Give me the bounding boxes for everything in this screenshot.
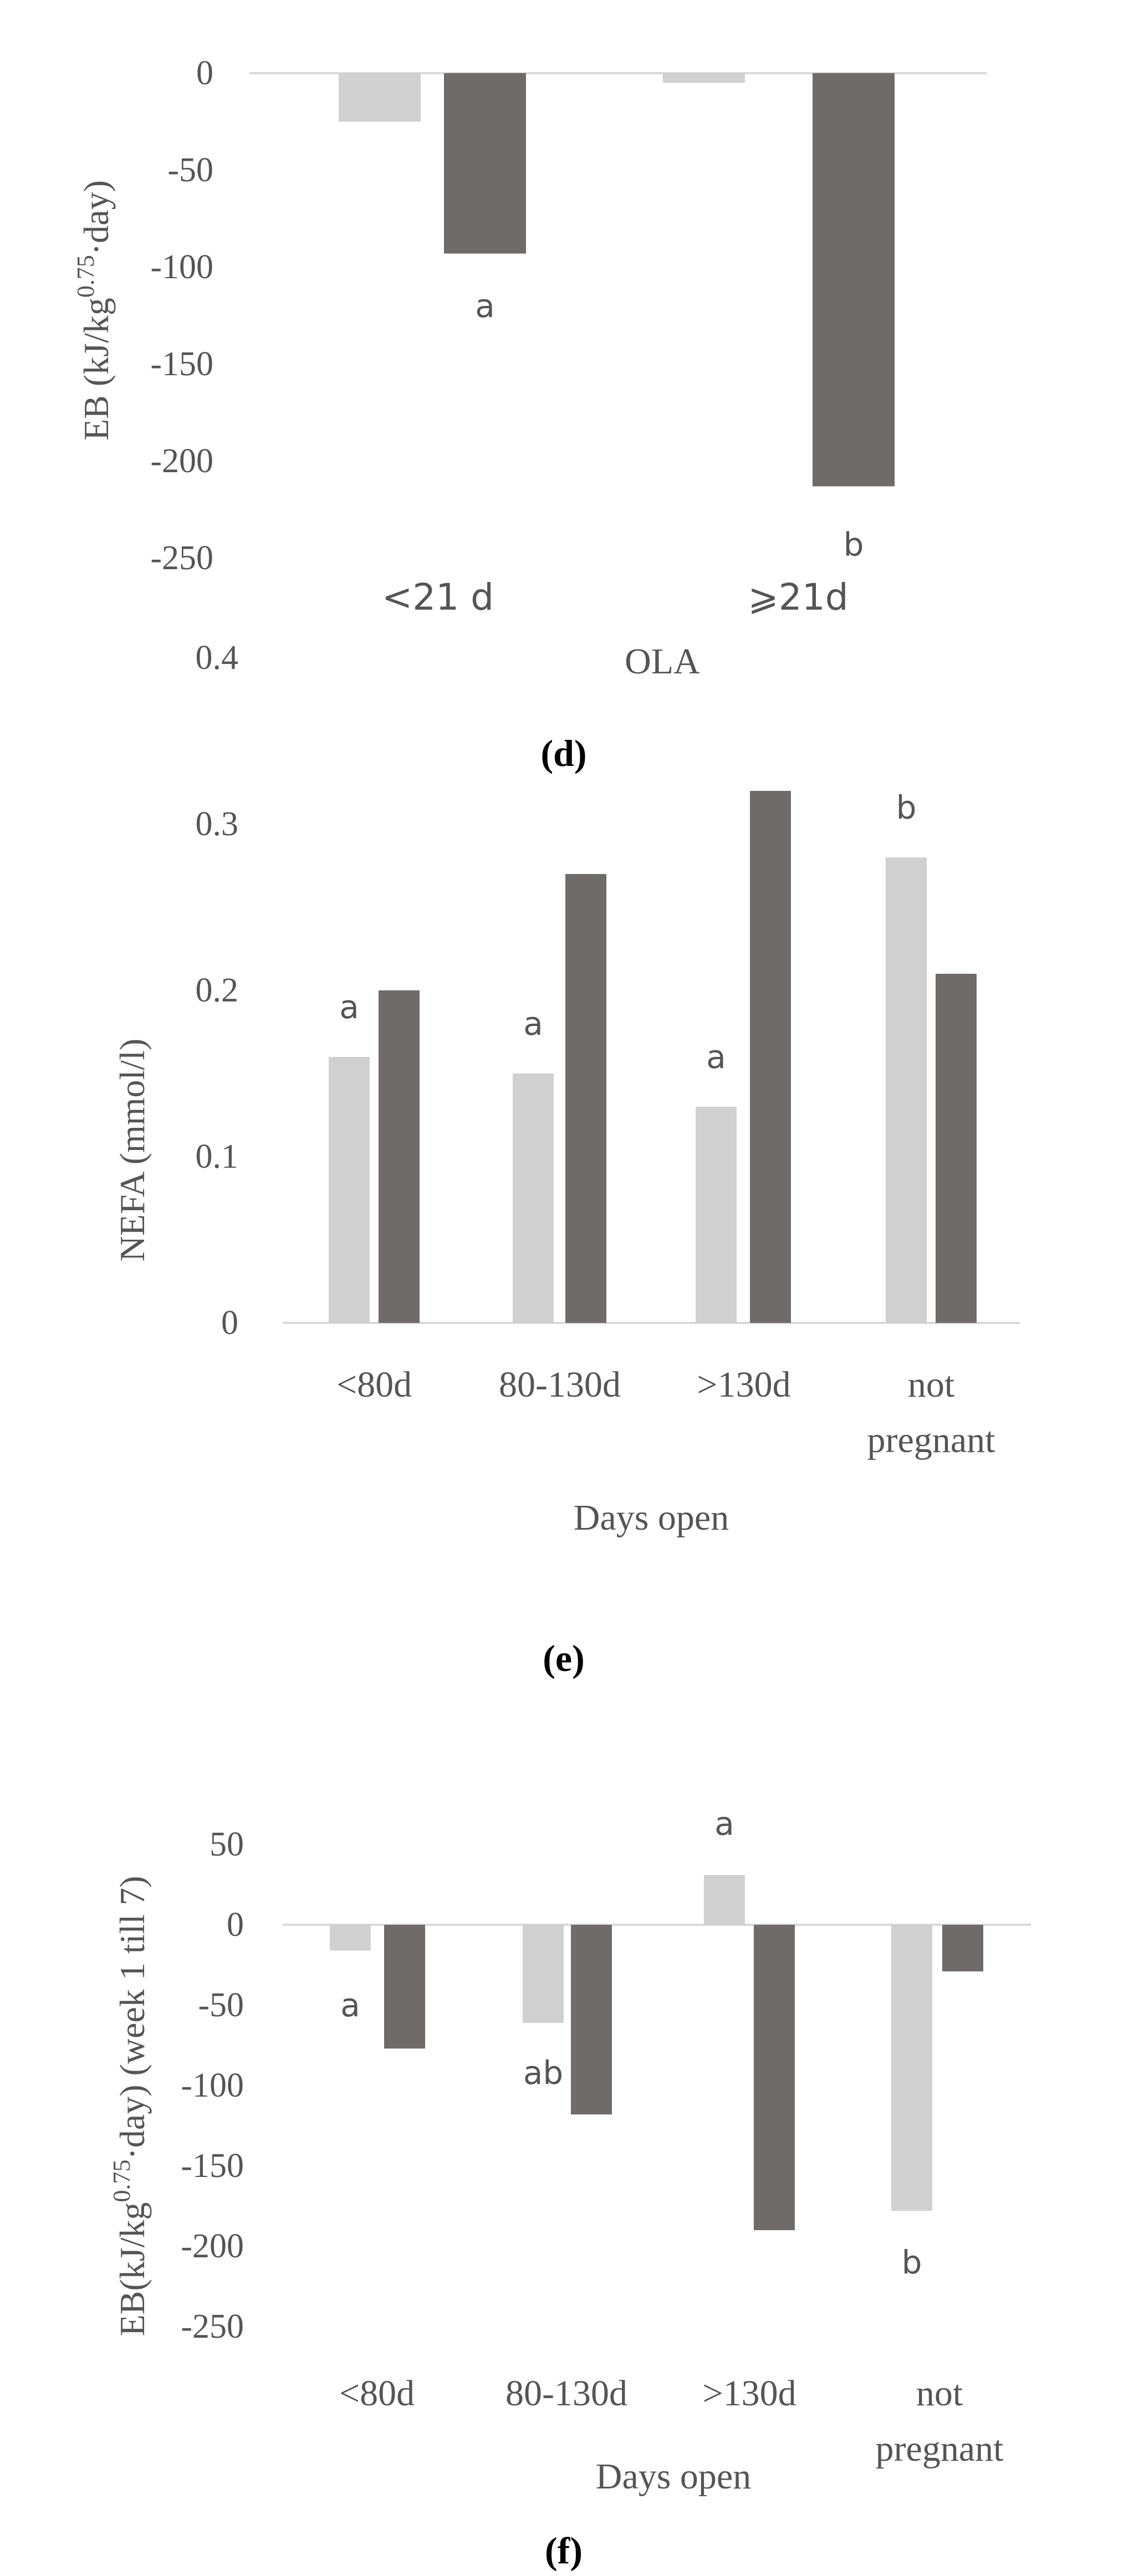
bar-light-1 xyxy=(330,1925,371,1951)
y-tick-label: 0 xyxy=(196,54,213,92)
category-label: <80d xyxy=(339,2373,415,2414)
bar-light-3 xyxy=(704,1875,745,1925)
y-tick-label: -150 xyxy=(181,2147,244,2185)
y-tick-label: 0.1 xyxy=(196,1138,239,1175)
y-tick-label: -250 xyxy=(181,2308,244,2345)
y-axis-label: NEFA (mmol/l) xyxy=(113,1039,152,1261)
bar-light-4 xyxy=(891,1925,932,2211)
significance-label: a xyxy=(475,287,495,325)
bar-dark-2 xyxy=(565,874,606,1323)
category-label: >130d xyxy=(697,1364,790,1405)
y-tick-label: -100 xyxy=(181,2067,244,2104)
panel-label: (f) xyxy=(545,2529,583,2572)
significance-label: b xyxy=(896,789,917,826)
bar-dark-3 xyxy=(750,791,791,1323)
significance-label: a xyxy=(714,1805,734,1842)
significance-label: a xyxy=(340,1986,360,2024)
category-label: >130d xyxy=(702,2373,796,2414)
significance-label: b xyxy=(844,526,864,564)
category-label: <21 d xyxy=(382,576,494,619)
category-label: not pregnant xyxy=(876,2373,1004,2469)
significance-label: a xyxy=(706,1038,726,1076)
y-tick-label: 0.3 xyxy=(196,805,239,843)
y-axis-label: EB (kJ/kg0.75·day) xyxy=(72,180,116,441)
x-axis-label: Days open xyxy=(574,1497,729,1538)
significance-label: a xyxy=(523,1005,543,1042)
category-label: 80-130d xyxy=(505,2373,627,2414)
bar-light-2 xyxy=(663,73,745,83)
bar-light-2 xyxy=(513,1074,554,1323)
y-tick-label: -50 xyxy=(198,1986,244,2024)
y-tick-label: -200 xyxy=(181,2227,244,2265)
category-label: 80-130d xyxy=(499,1364,621,1405)
y-axis-label: EB(kJ/kg0.75·day) (week 1 till 7) xyxy=(108,1876,152,2337)
bar-light-1 xyxy=(339,73,421,122)
category-label: <80d xyxy=(336,1364,412,1405)
bar-dark-4 xyxy=(942,1925,983,1972)
chart-panel-2: 0.4 0.3 0.2 0.1 0 a a a b <80d 80-130d >130d not preg… xyxy=(113,639,1020,1679)
significance-label: ab xyxy=(523,2054,563,2092)
y-tick-label: 0 xyxy=(227,1906,244,1944)
significance-label: a xyxy=(339,988,359,1026)
y-tick-label: -100 xyxy=(150,248,213,286)
bar-light-4 xyxy=(886,857,927,1323)
significance-label: b xyxy=(902,2243,922,2281)
bar-dark-1 xyxy=(384,1925,425,2049)
y-tick-label: -150 xyxy=(150,345,213,383)
y-tick-label: 0 xyxy=(221,1304,238,1342)
y-tick-label: -50 xyxy=(167,151,213,189)
bar-dark-2 xyxy=(571,1925,612,2115)
bar-dark-3 xyxy=(754,1925,795,2230)
chart-panel-1: 0 -50 -100 -150 -200 -250 a b <21 d ⩾21d OLA EB (kJ… xyxy=(72,54,987,774)
category-label: not pregnant xyxy=(867,1364,995,1460)
y-tick-label: -200 xyxy=(150,442,213,480)
bar-light-2 xyxy=(523,1925,564,2023)
bar-dark-4 xyxy=(936,974,977,1323)
panel-label: (e) xyxy=(543,1637,584,1679)
category-label: ⩾21d xyxy=(748,576,848,619)
bar-dark-1 xyxy=(444,73,526,254)
y-tick-label: -250 xyxy=(150,539,213,577)
bar-dark-2 xyxy=(813,73,895,487)
y-tick-label: 50 xyxy=(210,1826,244,1863)
panel-label: (d) xyxy=(540,732,586,774)
bar-light-1 xyxy=(329,1057,370,1323)
y-tick-label: 0.2 xyxy=(196,972,239,1009)
y-tick-label: 0.4 xyxy=(196,639,239,677)
bar-light-3 xyxy=(696,1107,737,1323)
x-axis-label: OLA xyxy=(625,641,700,682)
bar-dark-1 xyxy=(379,990,420,1323)
x-axis-label: Days open xyxy=(596,2456,751,2497)
